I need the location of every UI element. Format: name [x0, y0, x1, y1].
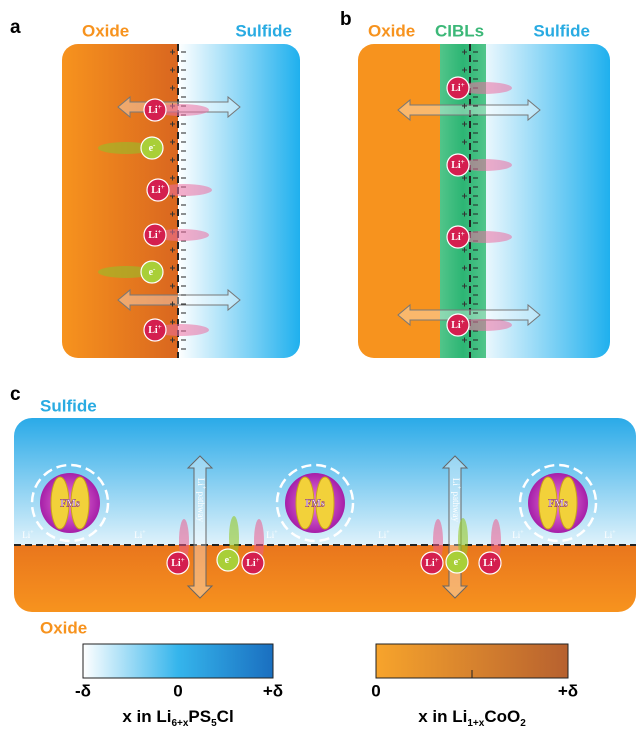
panel-label: c: [10, 384, 21, 405]
fm-label: FMs: [305, 498, 325, 509]
region-label: Oxide: [368, 21, 415, 40]
ion-charge: +: [461, 318, 465, 326]
panel-label: a: [10, 17, 21, 38]
ion-symbol: Li: [483, 558, 493, 569]
title-part: 2: [520, 718, 526, 729]
panel-label: b: [340, 9, 352, 30]
colorbar-tick-label: +δ: [558, 681, 578, 700]
ion-symbol: Li: [148, 230, 158, 241]
ion-charge: +: [158, 103, 162, 111]
ion-charge: +: [158, 323, 162, 331]
region-label: Sulfide: [235, 21, 292, 40]
colorbar-title: x in Li6+xPS5Cl: [122, 707, 233, 728]
pathway-label: Li+ pathway: [196, 478, 206, 523]
figure: a Oxide Sulfide b Oxide CIBLs Sulfide c …: [0, 0, 638, 733]
colorbar: [83, 644, 273, 678]
ion-charge: +: [461, 81, 465, 89]
colorbar-tick-label: 0: [371, 681, 380, 700]
colorbar-title: x in Li1+xCoO2: [418, 707, 526, 728]
ion-charge: +: [461, 158, 465, 166]
title-part: x in Li: [122, 707, 171, 726]
region-label: Oxide: [40, 618, 87, 637]
ion-charge: +: [158, 228, 162, 236]
pathway-text: pathway: [451, 489, 461, 522]
panel-a-bg: [62, 44, 300, 358]
fm-label: FMs: [548, 498, 568, 509]
region-label: Sulfide: [533, 21, 590, 40]
region-label: Oxide: [82, 21, 129, 40]
title-part: x in Li: [418, 707, 467, 726]
ion-charge: +: [181, 556, 185, 564]
ion-charge: +: [256, 556, 260, 564]
ion-symbol: Li: [171, 558, 181, 569]
colorbar-tick-label: -δ: [75, 681, 91, 700]
title-part: PS: [188, 707, 211, 726]
ion-symbol: Li: [151, 185, 161, 196]
title-part: 1+x: [467, 718, 484, 729]
fm-label: FMs: [60, 498, 80, 509]
ion-charge: +: [435, 556, 439, 564]
title-part: 6+x: [171, 718, 188, 729]
ion-symbol: Li: [451, 83, 461, 94]
ion-charge: +: [493, 556, 497, 564]
title-part: Cl: [217, 707, 234, 726]
ion-symbol: Li: [451, 320, 461, 331]
colorbar-tick-label: 0: [173, 681, 182, 700]
ion-symbol: Li: [451, 232, 461, 243]
ion-symbol: Li: [148, 325, 158, 336]
ion-symbol: Li: [246, 558, 256, 569]
colorbar-tick-label: +δ: [263, 681, 283, 700]
ion-charge: +: [161, 183, 165, 191]
ion-symbol: Li: [425, 558, 435, 569]
region-label: Sulfide: [40, 396, 97, 415]
ion-symbol: Li: [148, 105, 158, 116]
ion-symbol: Li: [451, 160, 461, 171]
pathway-label: Li+ pathway: [451, 478, 461, 523]
pathway-text: pathway: [196, 489, 206, 522]
region-label: CIBLs: [435, 21, 484, 40]
title-part: CoO: [484, 707, 520, 726]
ion-charge: +: [461, 230, 465, 238]
